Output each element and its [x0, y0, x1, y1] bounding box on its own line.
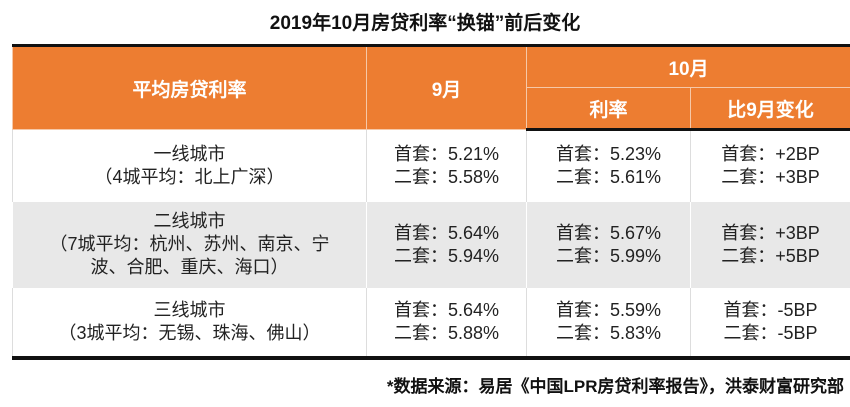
header-october: 10月: [525, 45, 850, 88]
chg-second: 二套：-5BP: [723, 322, 818, 343]
rate-table: 平均房贷利率 9月 10月 利率 比9月变化 一线城市 （4城平均：北上广深） 首…: [12, 44, 850, 360]
city-detail: （7城平均：杭州、苏州、南京、宁波、合肥、重庆、海口）: [49, 234, 330, 277]
sep-second: 二套：5.58%: [393, 166, 500, 187]
table-row: 一线城市 （4城平均：北上广深） 首套：5.21% 二套：5.58% 首套：5.23…: [12, 129, 850, 202]
chg-first: 首套：+2BP: [721, 144, 820, 165]
chg-second: 二套：+5BP: [721, 245, 820, 266]
sep-second: 二套：5.94%: [393, 245, 500, 266]
chg-first: 首套：+3BP: [721, 222, 820, 243]
city-detail: （4城平均：北上广深）: [94, 166, 285, 187]
city-detail: （3城平均：无锡、珠海、佛山）: [58, 322, 321, 343]
oct-first: 首套：5.67%: [555, 222, 662, 243]
sep-cell: 首套：5.64% 二套：5.94%: [366, 201, 527, 288]
header-change: 比9月变化: [689, 87, 850, 131]
chg-first: 首套：-5BP: [723, 299, 818, 320]
header-september: 9月: [366, 45, 527, 130]
city-cell: 三线城市 （3城平均：无锡、珠海、佛山）: [12, 287, 367, 358]
city-cell: 一线城市 （4城平均：北上广深）: [12, 129, 367, 202]
sep-second: 二套：5.88%: [393, 322, 500, 343]
city-name: 一线城市: [153, 143, 226, 164]
oct-second: 二套：5.83%: [555, 322, 662, 343]
table-row: 三线城市 （3城平均：无锡、珠海、佛山） 首套：5.64% 二套：5.88% 首套：…: [12, 287, 850, 358]
sep-cell: 首套：5.21% 二套：5.58%: [366, 129, 527, 202]
sep-first: 首套：5.64%: [393, 299, 500, 320]
source-note: *数据来源：易居《中国LPR房贷利率报告》，洪泰财富研究部: [386, 377, 844, 396]
oct-second: 二套：5.61%: [555, 167, 662, 188]
city-cell: 二线城市 （7城平均：杭州、苏州、南京、宁波、合肥、重庆、海口）: [12, 201, 367, 288]
change-cell: 首套：-5BP 二套：-5BP: [689, 287, 850, 358]
change-cell: 首套：+2BP 二套：+3BP: [689, 129, 850, 202]
change-cell: 首套：+3BP 二套：+5BP: [689, 201, 850, 288]
oct-first: 首套：5.59%: [555, 299, 662, 320]
table-row: 二线城市 （7城平均：杭州、苏州、南京、宁波、合肥、重庆、海口） 首套：5.64%…: [12, 201, 850, 288]
oct-second: 二套：5.99%: [555, 245, 662, 266]
city-name: 三线城市: [153, 299, 226, 320]
oct-cell: 首套：5.59% 二套：5.83%: [526, 287, 691, 358]
header-avg-rate: 平均房贷利率: [12, 45, 367, 130]
sep-cell: 首套：5.64% 二套：5.88%: [366, 287, 527, 358]
chg-second: 二套：+3BP: [721, 167, 820, 188]
header-oct-rate: 利率: [526, 87, 691, 131]
sep-first: 首套：5.21%: [393, 143, 500, 164]
oct-cell: 首套：5.23% 二套：5.61%: [526, 129, 691, 202]
oct-cell: 首套：5.67% 二套：5.99%: [526, 201, 691, 288]
city-name: 二线城市: [153, 211, 226, 231]
oct-first: 首套：5.23%: [555, 144, 662, 165]
table-title: 2019年10月房贷利率“换锚”前后变化: [269, 13, 581, 34]
sep-first: 首套：5.64%: [393, 222, 500, 243]
